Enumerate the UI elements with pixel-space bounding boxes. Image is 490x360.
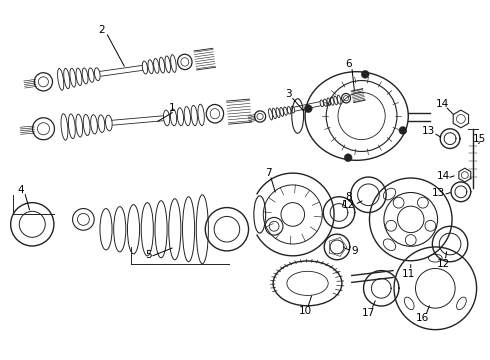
- Text: 6: 6: [345, 59, 352, 69]
- Text: 9: 9: [351, 246, 358, 256]
- Text: 2: 2: [98, 25, 104, 35]
- Text: 3: 3: [286, 89, 292, 99]
- Text: 17: 17: [362, 308, 375, 318]
- Text: 12: 12: [437, 259, 450, 269]
- Text: 5: 5: [145, 250, 151, 260]
- Text: 13: 13: [422, 126, 435, 136]
- Text: 15: 15: [473, 134, 486, 144]
- Text: 1: 1: [169, 103, 175, 113]
- Text: 11: 11: [402, 269, 416, 279]
- Text: 14: 14: [437, 171, 450, 181]
- Circle shape: [304, 105, 312, 113]
- Text: 7: 7: [265, 168, 271, 178]
- Text: 4: 4: [17, 185, 24, 195]
- Text: 8: 8: [345, 192, 352, 202]
- Text: 14: 14: [436, 99, 449, 109]
- Circle shape: [344, 154, 352, 162]
- Text: 13: 13: [432, 188, 445, 198]
- Circle shape: [361, 70, 369, 78]
- Text: 10: 10: [299, 306, 312, 316]
- Circle shape: [399, 127, 407, 134]
- Text: 16: 16: [416, 313, 429, 323]
- Text: 12: 12: [342, 199, 355, 210]
